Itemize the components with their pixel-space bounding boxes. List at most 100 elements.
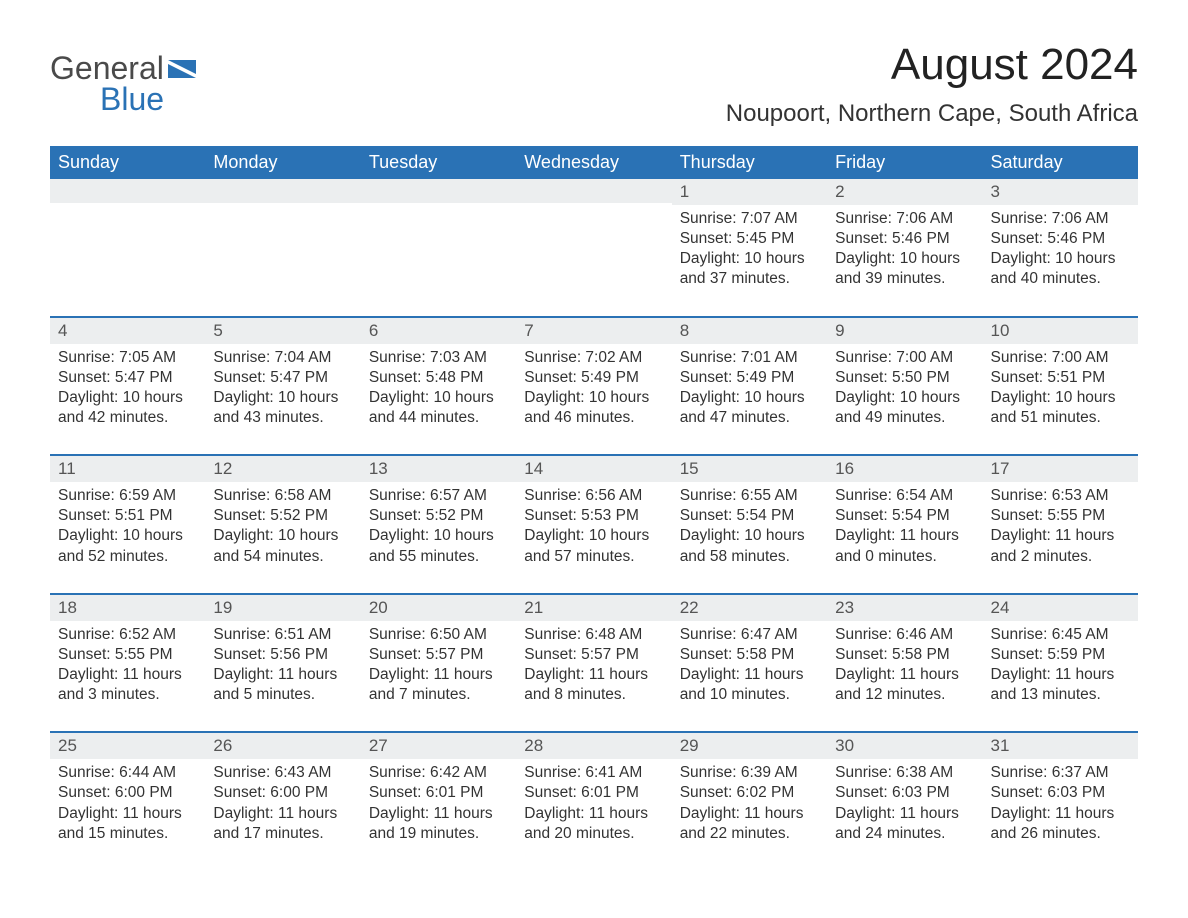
day-number: [516, 179, 671, 203]
day-details: Sunrise: 6:46 AMSunset: 5:58 PMDaylight:…: [827, 621, 982, 706]
day-number: 27: [361, 733, 516, 759]
weekday-header: Wednesday: [516, 146, 671, 179]
sunrise-text: Sunrise: 6:54 AM: [835, 486, 974, 506]
daylight-text: Daylight: 11 hours and 12 minutes.: [835, 665, 974, 705]
sunset-text: Sunset: 5:51 PM: [58, 506, 197, 526]
sunrise-text: Sunrise: 6:41 AM: [524, 763, 663, 783]
daylight-text: Daylight: 10 hours and 55 minutes.: [369, 526, 508, 566]
calendar-week: 18Sunrise: 6:52 AMSunset: 5:55 PMDayligh…: [50, 594, 1138, 733]
weekday-header: Friday: [827, 146, 982, 179]
day-details: Sunrise: 6:57 AMSunset: 5:52 PMDaylight:…: [361, 482, 516, 567]
sunrise-text: Sunrise: 6:58 AM: [213, 486, 352, 506]
sunrise-text: Sunrise: 7:05 AM: [58, 348, 197, 368]
daylight-text: Daylight: 10 hours and 52 minutes.: [58, 526, 197, 566]
calendar-day-cell: [205, 179, 360, 317]
month-title: August 2024: [726, 40, 1138, 90]
day-number: 16: [827, 456, 982, 482]
day-number: 30: [827, 733, 982, 759]
calendar-table: SundayMondayTuesdayWednesdayThursdayFrid…: [50, 146, 1138, 870]
calendar-day-cell: 14Sunrise: 6:56 AMSunset: 5:53 PMDayligh…: [516, 455, 671, 594]
sunset-text: Sunset: 5:45 PM: [680, 229, 819, 249]
sunset-text: Sunset: 5:52 PM: [369, 506, 508, 526]
calendar-day-cell: [361, 179, 516, 317]
calendar-day-cell: 2Sunrise: 7:06 AMSunset: 5:46 PMDaylight…: [827, 179, 982, 317]
daylight-text: Daylight: 10 hours and 40 minutes.: [991, 249, 1130, 289]
sunset-text: Sunset: 6:01 PM: [524, 783, 663, 803]
weekday-header: Saturday: [983, 146, 1138, 179]
calendar-day-cell: 29Sunrise: 6:39 AMSunset: 6:02 PMDayligh…: [672, 732, 827, 870]
sunrise-text: Sunrise: 7:00 AM: [991, 348, 1130, 368]
day-details: Sunrise: 7:06 AMSunset: 5:46 PMDaylight:…: [983, 205, 1138, 290]
sunset-text: Sunset: 5:58 PM: [835, 645, 974, 665]
day-number: 9: [827, 318, 982, 344]
day-number: 5: [205, 318, 360, 344]
sunset-text: Sunset: 5:55 PM: [58, 645, 197, 665]
day-details: Sunrise: 6:43 AMSunset: 6:00 PMDaylight:…: [205, 759, 360, 844]
sunrise-text: Sunrise: 7:00 AM: [835, 348, 974, 368]
calendar-day-cell: 15Sunrise: 6:55 AMSunset: 5:54 PMDayligh…: [672, 455, 827, 594]
sunset-text: Sunset: 5:52 PM: [213, 506, 352, 526]
sunrise-text: Sunrise: 6:39 AM: [680, 763, 819, 783]
calendar-day-cell: 7Sunrise: 7:02 AMSunset: 5:49 PMDaylight…: [516, 317, 671, 456]
sunrise-text: Sunrise: 7:02 AM: [524, 348, 663, 368]
day-details: Sunrise: 6:42 AMSunset: 6:01 PMDaylight:…: [361, 759, 516, 844]
day-number: 25: [50, 733, 205, 759]
logo: General Blue: [50, 40, 196, 118]
daylight-text: Daylight: 10 hours and 58 minutes.: [680, 526, 819, 566]
calendar-day-cell: 13Sunrise: 6:57 AMSunset: 5:52 PMDayligh…: [361, 455, 516, 594]
sunset-text: Sunset: 5:54 PM: [835, 506, 974, 526]
sunset-text: Sunset: 5:59 PM: [991, 645, 1130, 665]
daylight-text: Daylight: 11 hours and 13 minutes.: [991, 665, 1130, 705]
calendar-day-cell: 21Sunrise: 6:48 AMSunset: 5:57 PMDayligh…: [516, 594, 671, 733]
daylight-text: Daylight: 10 hours and 47 minutes.: [680, 388, 819, 428]
sunrise-text: Sunrise: 6:59 AM: [58, 486, 197, 506]
day-number: 26: [205, 733, 360, 759]
daylight-text: Daylight: 11 hours and 3 minutes.: [58, 665, 197, 705]
sunset-text: Sunset: 5:46 PM: [991, 229, 1130, 249]
daylight-text: Daylight: 10 hours and 39 minutes.: [835, 249, 974, 289]
day-number: [361, 179, 516, 203]
day-details: Sunrise: 6:55 AMSunset: 5:54 PMDaylight:…: [672, 482, 827, 567]
sunrise-text: Sunrise: 7:06 AM: [991, 209, 1130, 229]
sunrise-text: Sunrise: 6:56 AM: [524, 486, 663, 506]
sunset-text: Sunset: 6:01 PM: [369, 783, 508, 803]
day-number: 24: [983, 595, 1138, 621]
day-details: Sunrise: 7:03 AMSunset: 5:48 PMDaylight:…: [361, 344, 516, 429]
day-number: 19: [205, 595, 360, 621]
day-details: Sunrise: 6:48 AMSunset: 5:57 PMDaylight:…: [516, 621, 671, 706]
day-details: Sunrise: 7:07 AMSunset: 5:45 PMDaylight:…: [672, 205, 827, 290]
calendar-day-cell: 4Sunrise: 7:05 AMSunset: 5:47 PMDaylight…: [50, 317, 205, 456]
day-number: 3: [983, 179, 1138, 205]
sunrise-text: Sunrise: 7:06 AM: [835, 209, 974, 229]
calendar-day-cell: 10Sunrise: 7:00 AMSunset: 5:51 PMDayligh…: [983, 317, 1138, 456]
day-details: Sunrise: 6:52 AMSunset: 5:55 PMDaylight:…: [50, 621, 205, 706]
daylight-text: Daylight: 11 hours and 5 minutes.: [213, 665, 352, 705]
calendar-day-cell: 24Sunrise: 6:45 AMSunset: 5:59 PMDayligh…: [983, 594, 1138, 733]
day-number: 20: [361, 595, 516, 621]
sunset-text: Sunset: 5:57 PM: [369, 645, 508, 665]
day-details: Sunrise: 6:39 AMSunset: 6:02 PMDaylight:…: [672, 759, 827, 844]
day-details: Sunrise: 7:00 AMSunset: 5:50 PMDaylight:…: [827, 344, 982, 429]
day-number: 12: [205, 456, 360, 482]
title-block: August 2024 Noupoort, Northern Cape, Sou…: [726, 40, 1138, 142]
day-details: Sunrise: 6:56 AMSunset: 5:53 PMDaylight:…: [516, 482, 671, 567]
weekday-header: Monday: [205, 146, 360, 179]
sunrise-text: Sunrise: 6:38 AM: [835, 763, 974, 783]
daylight-text: Daylight: 10 hours and 57 minutes.: [524, 526, 663, 566]
sunrise-text: Sunrise: 6:43 AM: [213, 763, 352, 783]
sunset-text: Sunset: 6:03 PM: [991, 783, 1130, 803]
day-number: 10: [983, 318, 1138, 344]
day-details: Sunrise: 7:00 AMSunset: 5:51 PMDaylight:…: [983, 344, 1138, 429]
day-number: 13: [361, 456, 516, 482]
calendar-week: 25Sunrise: 6:44 AMSunset: 6:00 PMDayligh…: [50, 732, 1138, 870]
sunrise-text: Sunrise: 6:57 AM: [369, 486, 508, 506]
sunrise-text: Sunrise: 6:44 AM: [58, 763, 197, 783]
calendar-day-cell: 20Sunrise: 6:50 AMSunset: 5:57 PMDayligh…: [361, 594, 516, 733]
header: General Blue August 2024 Noupoort, North…: [50, 40, 1138, 142]
daylight-text: Daylight: 11 hours and 26 minutes.: [991, 804, 1130, 844]
day-details: Sunrise: 6:54 AMSunset: 5:54 PMDaylight:…: [827, 482, 982, 567]
sunset-text: Sunset: 5:47 PM: [213, 368, 352, 388]
day-number: 15: [672, 456, 827, 482]
sunrise-text: Sunrise: 6:46 AM: [835, 625, 974, 645]
daylight-text: Daylight: 11 hours and 2 minutes.: [991, 526, 1130, 566]
